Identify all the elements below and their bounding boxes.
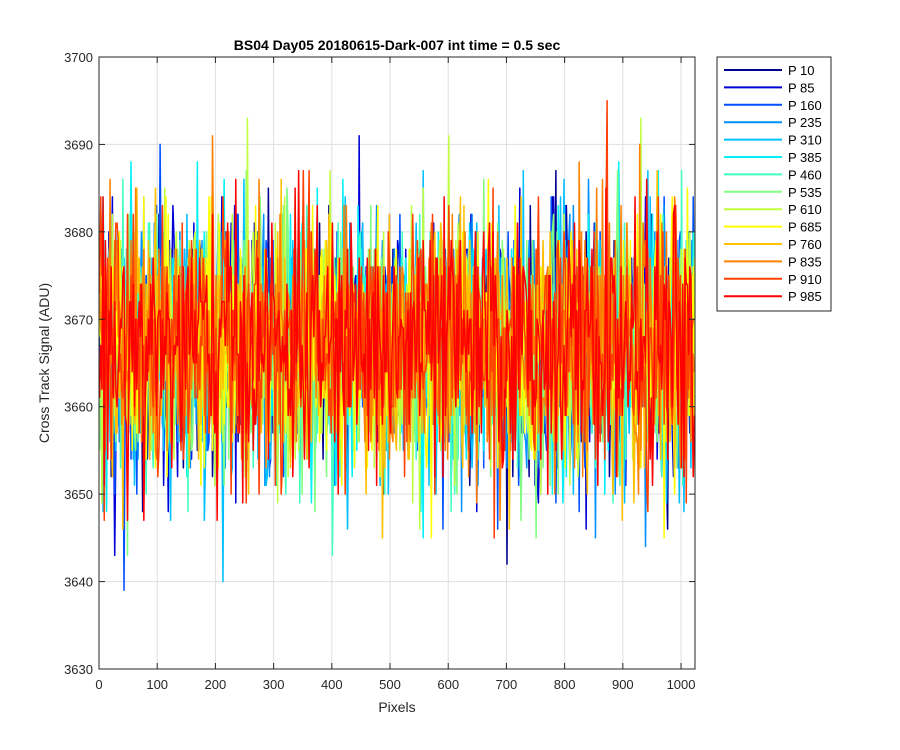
y-tick-label: 3680 [64, 225, 93, 240]
legend-entry: P 310 [788, 133, 822, 148]
axes-box [98, 56, 696, 670]
legend-entry: P 610 [788, 202, 822, 217]
y-tick-label: 3690 [64, 137, 93, 152]
ticks: 0 100 200 300 400 500 600 700 800 900 1000 3630 3640… [64, 50, 695, 692]
legend-entry: P 460 [788, 167, 822, 182]
legend-entry: P 535 [788, 185, 822, 200]
x-tick-label: 500 [379, 677, 401, 692]
x-tick-label: 900 [612, 677, 634, 692]
x-tick-label: 800 [554, 677, 576, 692]
legend-entry: P 160 [788, 98, 822, 113]
chart-title: BS04 Day05 20180615-Dark-007 int time = … [234, 37, 561, 53]
x-tick-label: 100 [146, 677, 168, 692]
legend-entry: P 385 [788, 150, 822, 165]
y-tick-label: 3650 [64, 487, 93, 502]
legend-entry: P 685 [788, 220, 822, 235]
series-line [98, 99, 695, 539]
x-tick-label: 400 [321, 677, 343, 692]
legend: P 10 P 85 P 160 P 235 P 310 P 385 P 460 P 535 P … [716, 56, 832, 312]
x-tick-label: 0 [95, 677, 102, 692]
series-line [98, 169, 696, 522]
legend-entry: P 760 [788, 237, 822, 252]
y-tick-label: 3700 [64, 50, 93, 65]
legend-entry: P 10 [788, 63, 815, 78]
legend-entry: P 85 [788, 80, 815, 95]
x-tick-label: 700 [496, 677, 518, 692]
legend-entry: P 835 [788, 254, 822, 269]
x-tick-label: 300 [263, 677, 285, 692]
legend-entry: P 910 [788, 272, 822, 287]
series-lines [98, 99, 696, 592]
x-axis-label: Pixels [378, 699, 415, 715]
x-tick-label: 600 [437, 677, 459, 692]
y-tick-label: 3640 [64, 575, 93, 590]
y-tick-label: 3660 [64, 400, 93, 415]
legend-entry: P 235 [788, 115, 822, 130]
legend-box [716, 56, 832, 312]
legend-entry: P 985 [788, 289, 822, 304]
y-tick-label: 3670 [64, 312, 93, 327]
x-tick-label: 1000 [667, 677, 696, 692]
x-tick-label: 200 [205, 677, 227, 692]
y-tick-label: 3630 [64, 662, 93, 677]
y-axis-label: Cross Track Signal (ADU) [36, 283, 52, 443]
